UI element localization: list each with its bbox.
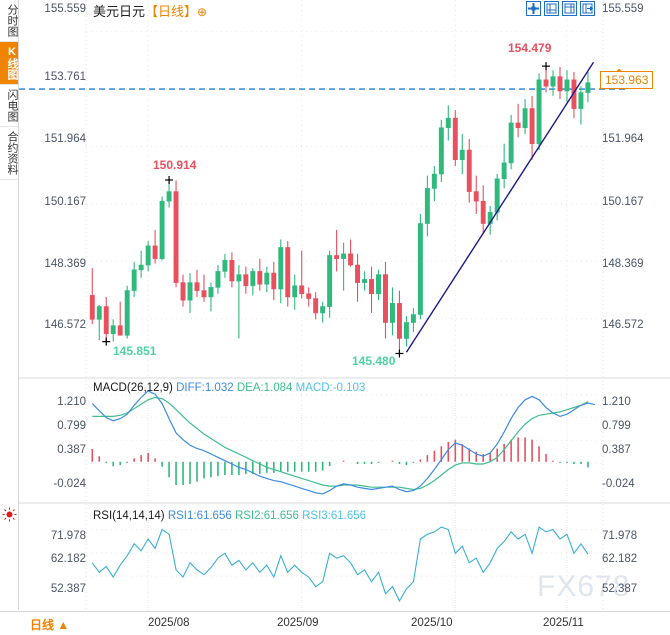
rsi-axis-right-label-1: 62.182: [602, 553, 638, 565]
settings-icon[interactable]: ⊕: [197, 5, 208, 19]
macd-legend[interactable]: MACD(26,12,9) DIFF:1.032 DEA:1.084 MACD:…: [93, 382, 365, 394]
sidebar-item-contract-info[interactable]: 合约资料: [0, 127, 18, 180]
macd-legend-diff: DIFF:1.032: [176, 382, 234, 394]
price-axis-left-label-1: 153.761: [44, 71, 86, 83]
price-axis-left-label-3: 150.167: [44, 196, 86, 208]
annotation-low-145480: 145.480: [352, 354, 396, 368]
macd-legend-dea: DEA:1.084: [236, 382, 293, 394]
measure-left-icon[interactable]: [544, 1, 559, 16]
sidebar-item-lightning[interactable]: 闪电图: [0, 85, 18, 127]
sidebar-item-kline[interactable]: K线图: [0, 42, 18, 85]
symbol-name: 美元日元: [93, 4, 146, 19]
rsi-legend-rsi3: RSI3:61.656: [302, 510, 367, 522]
price-axis-right-label-4: 148.369: [602, 258, 644, 270]
rsi-axis-right-label-0: 71.978: [602, 530, 638, 542]
macd-axis-right-label-3: -0.024: [602, 478, 635, 490]
rsi-axis-left-label-0: 71.978: [50, 530, 86, 542]
annotation-high-150: 150.914: [153, 158, 197, 172]
rsi-axis-left-label-1: 62.182: [50, 553, 86, 565]
macd-axis-left-label-1: 0.799: [57, 420, 86, 432]
macd-axis-left-label-2: 0.387: [57, 444, 86, 456]
rsi-alert-icon[interactable]: [2, 507, 17, 522]
x-axis-tick-1: 2025/09: [277, 617, 319, 629]
chart-svg: [19, 0, 670, 611]
price-axis-right-label-5: 146.572: [602, 319, 644, 331]
price-axis-right-label-2: 151.964: [602, 133, 644, 145]
price-axis-left-label-5: 146.572: [44, 319, 86, 331]
x-axis-bar: 日线 ▲ 2025/08 2025/09 2025/10 2025/11: [0, 611, 670, 635]
crosshair-move-icon[interactable]: [526, 1, 541, 16]
price-axis-right-label-3: 150.167: [602, 196, 644, 208]
sidebar-item-timeshare[interactable]: 分时图: [0, 0, 18, 42]
rsi-axis-left-label-2: 52.387: [50, 583, 86, 595]
macd-axis-right-label-2: 0.387: [602, 444, 631, 456]
period-selector[interactable]: 日线 ▲: [30, 618, 70, 632]
rsi-legend-name: RSI(14,14,14): [93, 510, 165, 522]
price-axis-left-label-2: 151.964: [44, 133, 86, 145]
rsi-legend[interactable]: RSI(14,14,14) RSI1:61.656 RSI2:61.656 RS…: [93, 510, 366, 522]
chart-canvas[interactable]: [19, 0, 670, 635]
measure-right-icon[interactable]: [562, 1, 577, 16]
left-sidebar: 分时图 K线图 闪电图 合约资料: [0, 0, 19, 610]
macd-legend-name: MACD(26,12,9): [93, 382, 173, 394]
price-axis-left-label-0: 155.559: [44, 3, 86, 15]
expand-right-icon[interactable]: [580, 1, 595, 16]
chart-title: 美元日元【日线】⊕: [93, 1, 207, 20]
current-price-badge: 153.963: [600, 71, 654, 89]
macd-legend-macd: MACD:-0.103: [295, 382, 366, 394]
rsi-legend-rsi1: RSI1:61.656: [167, 510, 232, 522]
macd-axis-right-label-1: 0.799: [602, 420, 631, 432]
chart-toolbar: [526, 1, 595, 16]
x-axis-tick-0: 2025/08: [148, 617, 190, 629]
macd-axis-left-label-0: 1.210: [57, 396, 86, 408]
annotation-low-145851: 145.851: [113, 344, 157, 358]
x-axis-tick-3: 2025/11: [543, 617, 584, 629]
period-label: 【日线】: [145, 4, 198, 19]
annotation-high-154479: 154.479: [508, 41, 552, 55]
price-axis-right-label-0: 155.559: [602, 3, 644, 15]
rsi-legend-rsi2: RSI2:61.656: [234, 510, 299, 522]
macd-axis-left-label-3: -0.024: [53, 478, 86, 490]
x-axis-tick-2: 2025/10: [411, 617, 453, 629]
rsi-axis-right-label-2: 52.387: [602, 583, 638, 595]
price-axis-left-label-4: 148.369: [44, 258, 86, 270]
macd-axis-right-label-0: 1.210: [602, 396, 631, 408]
